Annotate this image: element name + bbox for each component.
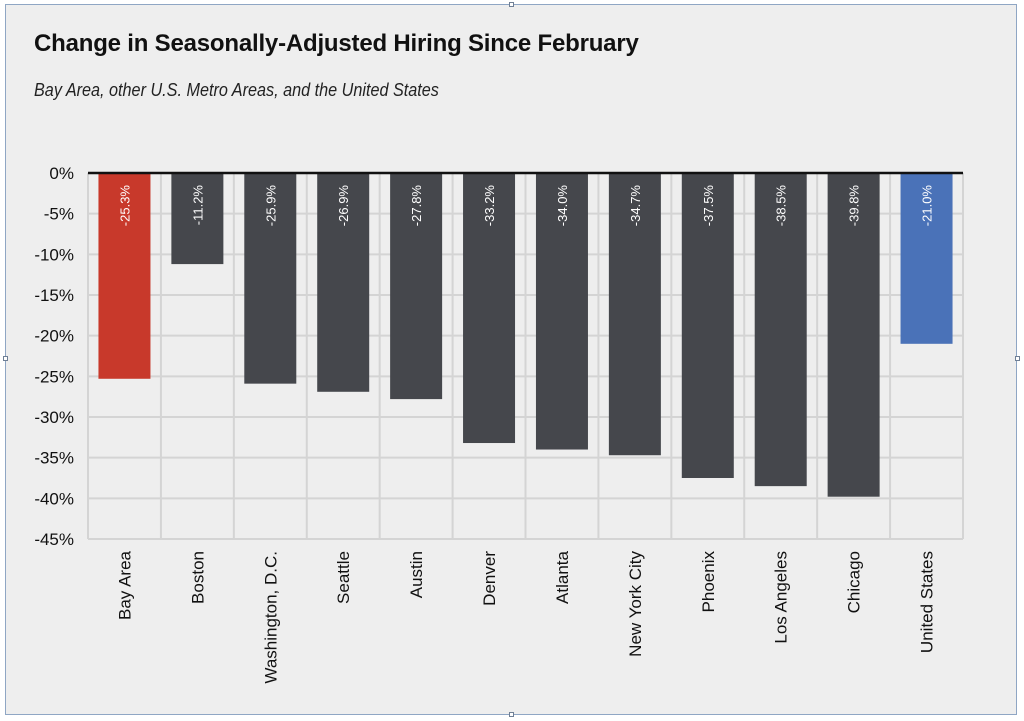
x-tick-label: Bay Area: [115, 550, 134, 620]
data-label: -38.5%: [774, 185, 789, 227]
y-tick-label: -45%: [34, 530, 74, 549]
x-tick-label: Chicago: [845, 551, 864, 613]
y-tick-label: -40%: [34, 489, 74, 508]
bar-seattle: [317, 173, 370, 392]
x-tick-label: Boston: [188, 551, 207, 604]
data-label: -33.2%: [482, 185, 497, 227]
resize-handle-top[interactable]: [509, 2, 514, 7]
data-label: -34.7%: [628, 185, 643, 227]
x-tick-label: New York City: [626, 551, 645, 657]
x-tick-label: Denver: [480, 551, 499, 606]
data-label: -26.9%: [336, 185, 351, 227]
data-label: -39.8%: [847, 185, 862, 227]
axes: 0% -5% -10% -15% -20% -25% -30% -35% -40% -45% Bay…: [34, 164, 963, 684]
y-tick-label: -20%: [34, 327, 74, 346]
bar-phoenix: [681, 173, 734, 478]
y-tick-label: -15%: [34, 286, 74, 305]
data-label: -34.0%: [555, 185, 570, 227]
bars: -25.3% -11.2% -25.9% -26.9% -27.8% -33.2% -34.…: [98, 173, 953, 497]
chart-subtitle: Bay Area, other U.S. Metro Areas, and th…: [34, 80, 439, 100]
x-tick-label: Austin: [407, 551, 426, 598]
bar-los-angeles: [754, 173, 807, 487]
x-tick-label: Los Angeles: [772, 551, 791, 644]
bar-austin: [390, 173, 443, 400]
data-label: -37.5%: [701, 185, 716, 227]
y-tick-label: -5%: [44, 205, 74, 224]
resize-handle-bottom[interactable]: [509, 712, 514, 717]
grid-lines: [87, 173, 964, 540]
x-tick-label: Washington, D.C.: [261, 551, 280, 684]
data-label: -25.9%: [263, 185, 278, 227]
y-tick-label: -35%: [34, 449, 74, 468]
bar-denver: [463, 173, 516, 444]
y-tick-label: -10%: [34, 245, 74, 264]
y-tick-label: -30%: [34, 408, 74, 427]
chart-title: Change in Seasonally-Adjusted Hiring Sin…: [34, 30, 639, 57]
x-tick-label: Phoenix: [699, 551, 718, 613]
bar-chicago: [827, 173, 880, 497]
bar-bay-area: [98, 173, 151, 379]
y-tick-label: -25%: [34, 367, 74, 386]
bar-atlanta: [535, 173, 588, 450]
bar-boston: [171, 173, 224, 265]
bar-united-states: [900, 173, 953, 344]
bar-new-york-city: [608, 173, 661, 456]
data-label: -11.2%: [190, 185, 205, 226]
x-tick-label: United States: [918, 551, 937, 653]
y-tick-label: 0%: [49, 164, 74, 183]
x-tick-label: Atlanta: [553, 550, 572, 603]
resize-handle-left[interactable]: [3, 356, 8, 361]
bar-washington-d-c: [244, 173, 297, 384]
data-label: -27.8%: [409, 185, 424, 227]
resize-handle-right[interactable]: [1015, 356, 1020, 361]
data-label: -25.3%: [117, 185, 132, 227]
data-label: -21.0%: [920, 185, 935, 227]
x-tick-label: Seattle: [334, 551, 353, 604]
